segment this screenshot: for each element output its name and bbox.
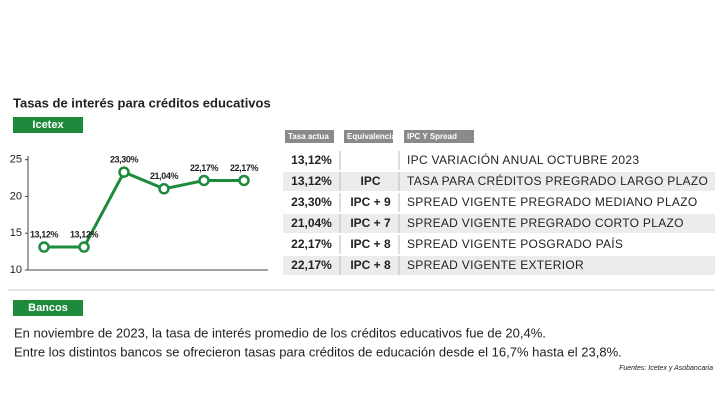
chart-label: Icetex <box>32 119 64 131</box>
table-cell: IPC + 7 <box>350 216 391 230</box>
y-tick-label: 15 <box>10 227 22 239</box>
data-label: 13,12% <box>70 229 99 239</box>
table-cell: 22,17% <box>291 237 332 251</box>
row-shade <box>283 214 715 233</box>
title: Tasas de interés para créditos educativo… <box>13 95 271 110</box>
data-label: 13,12% <box>30 229 59 239</box>
source: Fuentes: Icetex y Asobancaria <box>619 365 713 372</box>
data-line <box>44 170 244 249</box>
table-header: IPC Y Spread <box>407 132 457 141</box>
table-cell: SPREAD VIGENTE EXTERIOR <box>407 258 584 272</box>
table-cell: IPC VARIACIÓN ANUAL OCTUBRE 2023 <box>407 152 639 167</box>
banks-label: Bancos <box>28 302 68 314</box>
table-cell: SPREAD VIGENTE POSGRADO PAÍS <box>407 236 623 251</box>
table-cell: 13,12% <box>291 153 332 167</box>
table-cell: 23,30% <box>291 195 332 209</box>
y-tick-label: 20 <box>10 190 22 202</box>
data-point <box>198 174 210 187</box>
table-cell: IPC + 9 <box>350 195 391 209</box>
data-point <box>38 241 50 253</box>
data-point <box>238 174 250 187</box>
table-header: Tasa actua <box>288 132 329 141</box>
y-tick-label: 25 <box>10 154 22 166</box>
table-cell: TASA PARA CRÉDITOS PREGRADO LARGO PLAZO <box>407 173 708 188</box>
label-tab <box>13 300 83 316</box>
table-cell: IPC + 8 <box>350 237 391 251</box>
banks-text: En noviembre de 2023, la tasa de interés… <box>14 325 546 340</box>
table-cell: SPREAD VIGENTE PREGRADO CORTO PLAZO <box>407 216 684 230</box>
y-tick-label: 10 <box>10 264 22 276</box>
table-cell: SPREAD VIGENTE PREGRADO MEDIANO PLAZO <box>407 195 698 209</box>
header-tab <box>344 130 393 143</box>
table-cell: 13,12% <box>291 174 332 188</box>
data-point <box>118 166 130 178</box>
table-cell: 22,17% <box>291 258 332 272</box>
table-cell: 21,04% <box>291 216 332 230</box>
data-point <box>158 183 170 195</box>
label-tab <box>13 117 83 133</box>
table-cell: IPC + 8 <box>350 258 391 272</box>
table-header: Equivalencia <box>347 132 396 141</box>
data-label: 21,04% <box>150 171 179 181</box>
data-label: 22,17% <box>230 163 259 173</box>
table-cell: IPC <box>360 174 380 188</box>
data-label: 23,30% <box>110 155 139 165</box>
row-shade <box>283 172 715 191</box>
data-point <box>78 241 90 253</box>
banks-text: Entre los distintos bancos se ofrecieron… <box>14 344 622 359</box>
row-shade <box>283 256 715 275</box>
data-label: 22,17% <box>190 163 219 173</box>
header-tab <box>285 130 334 143</box>
header-tab <box>404 130 474 143</box>
